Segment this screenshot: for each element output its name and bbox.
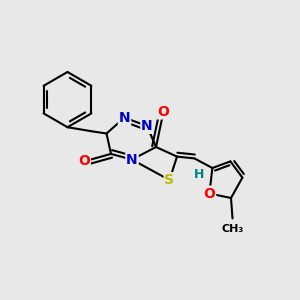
Text: H: H <box>194 167 204 181</box>
Text: CH₃: CH₃ <box>221 224 244 234</box>
Text: O: O <box>78 154 90 168</box>
Text: O: O <box>203 187 215 200</box>
Text: N: N <box>126 153 138 166</box>
Text: S: S <box>164 173 175 187</box>
Text: O: O <box>158 105 169 118</box>
Text: N: N <box>141 119 153 133</box>
Text: N: N <box>119 111 130 124</box>
